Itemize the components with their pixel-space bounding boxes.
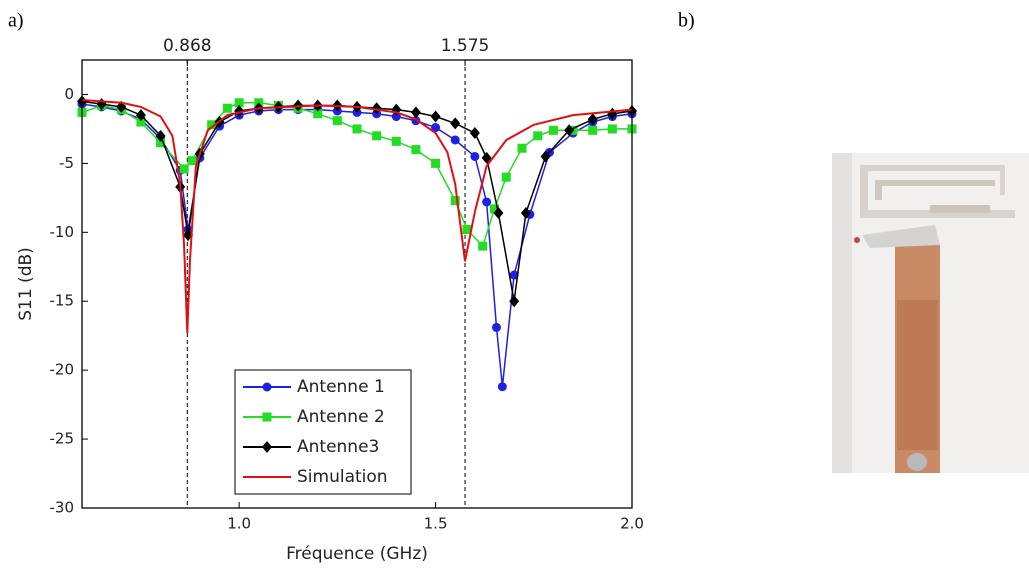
data-point — [533, 131, 543, 141]
x2-tick-label: 1.575 — [441, 36, 490, 56]
data-point — [187, 156, 197, 166]
data-point — [607, 124, 617, 134]
data-point — [135, 109, 146, 122]
legend-marker — [262, 441, 272, 453]
data-point — [490, 204, 499, 214]
y-tick-label: -15 — [50, 292, 75, 310]
data-point — [548, 125, 558, 135]
y-tick-label: -30 — [50, 499, 75, 517]
data-point — [497, 382, 507, 392]
data-point — [478, 241, 488, 251]
legend-box — [234, 369, 412, 495]
data-point — [313, 109, 323, 119]
panel-label: b) — [678, 10, 695, 32]
series-line — [81, 103, 633, 387]
data-point — [501, 172, 511, 182]
data-point — [222, 103, 232, 113]
data-point — [371, 102, 382, 115]
panel-label: a) — [8, 10, 24, 32]
data-point — [491, 322, 501, 332]
data-point — [207, 120, 217, 130]
data-point — [462, 225, 472, 235]
data-point — [509, 295, 520, 308]
data-point — [352, 124, 362, 134]
data-point — [564, 124, 575, 137]
data-point — [509, 270, 519, 280]
data-point — [430, 110, 441, 123]
data-point — [431, 158, 441, 168]
legend-marker — [262, 382, 272, 392]
data-point — [136, 117, 146, 127]
plot-frame — [81, 59, 633, 509]
legend-marker — [262, 412, 272, 422]
data-point — [156, 138, 166, 148]
data-point — [450, 135, 460, 145]
data-point — [469, 127, 480, 140]
data-point — [450, 196, 460, 206]
data-point — [493, 207, 504, 220]
data-point — [588, 125, 598, 135]
legend-label: Antenne3 — [297, 437, 379, 457]
y-tick-label: -10 — [50, 223, 75, 241]
y-tick-label: 0 — [64, 85, 74, 103]
legend-label: Antenne 1 — [297, 377, 385, 397]
x-tick-label: 2.0 — [620, 515, 644, 533]
data-point — [481, 151, 492, 164]
data-point — [410, 106, 421, 119]
x-tick-label: 1.0 — [227, 515, 251, 533]
data-point — [391, 136, 401, 146]
y-tick-label: -5 — [59, 154, 74, 172]
data-point — [520, 207, 531, 220]
antenna-photo — [832, 153, 1029, 473]
data-point — [179, 164, 189, 174]
data-point — [155, 129, 166, 142]
data-point — [332, 116, 342, 126]
data-point — [482, 197, 492, 207]
data-point — [450, 117, 461, 130]
data-point — [587, 113, 598, 126]
y-tick-label: -25 — [50, 430, 75, 448]
data-point — [234, 98, 244, 108]
data-point — [391, 112, 401, 122]
y-axis-title: S11 (dB) — [16, 247, 36, 321]
data-point — [411, 145, 421, 155]
x-tick-label: 1.5 — [424, 515, 448, 533]
series-line — [81, 99, 633, 333]
data-point — [470, 151, 480, 161]
data-point — [431, 123, 441, 133]
data-point — [517, 143, 527, 153]
x2-tick-label: 0.868 — [163, 36, 212, 56]
y-tick-label: -20 — [50, 361, 75, 379]
legend-label: Antenne 2 — [297, 407, 385, 427]
data-point — [372, 131, 382, 141]
data-point — [540, 150, 551, 163]
x-axis-title: Fréquence (GHz) — [286, 544, 428, 564]
legend-label: Simulation — [297, 467, 388, 487]
